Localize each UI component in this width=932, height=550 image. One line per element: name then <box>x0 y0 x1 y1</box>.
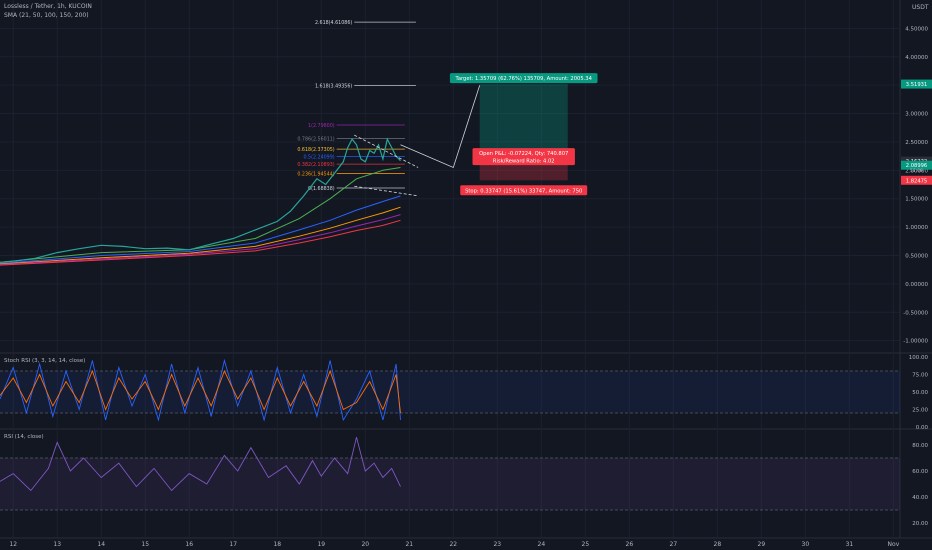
sma-line <box>0 219 401 266</box>
stop-label: Stop: 0.33747 (15.61%) 33747, Amount: 75… <box>465 188 582 194</box>
stoch-tick-label: 25.00 <box>912 408 928 414</box>
fib-level-label: 2.618(4.61086) <box>315 20 352 26</box>
time-tick-label: 31 <box>846 541 854 548</box>
time-tick-label: 20 <box>361 541 369 548</box>
pnl-label-box <box>472 148 575 166</box>
stop-label-box <box>460 185 588 196</box>
price-tick-label: 2.50000 <box>905 140 928 146</box>
fib-level-label: 1.618(3.49356) <box>315 84 352 90</box>
fib-level-label: 0(1.68838) <box>308 186 335 192</box>
stoch-rsi-pane[interactable]: 100.00 75.00 50.00 25.00 0.00 Stoch RSI (3, 3… <box>0 355 928 431</box>
time-tick-label: 25 <box>582 541 590 548</box>
time-tick-label: 13 <box>53 541 61 548</box>
time-tick-label: 22 <box>449 541 457 548</box>
drawing-overlay[interactable]: Target: 1.35709 (62.76%) 135709, Amount:… <box>354 73 598 197</box>
stoch-tick-label: 100.00 <box>909 355 929 361</box>
sma-line <box>0 206 401 265</box>
price-tick-label: 3.00000 <box>905 112 928 118</box>
time-tick-label: 26 <box>626 541 634 548</box>
price-badge-label: 2.08996 <box>906 163 927 169</box>
price-badge <box>901 175 932 185</box>
time-tick-label: 12 <box>9 541 17 548</box>
time-tick-label: 17 <box>229 541 237 548</box>
risk-reward-label: Risk/Reward Ratio: 4.02 <box>493 159 555 165</box>
fib-level-label: 0.236(1.94544) <box>297 171 334 177</box>
sma-line <box>0 195 401 264</box>
stoch-tick-label: 50.00 <box>912 390 928 396</box>
rsi-line <box>0 437 401 492</box>
projection-path[interactable] <box>400 85 481 169</box>
price-badge <box>901 160 932 170</box>
sma-line <box>0 167 401 263</box>
time-tick-label: 19 <box>317 541 325 548</box>
time-tick-label: 28 <box>714 541 722 548</box>
trend-line[interactable] <box>354 185 419 197</box>
price-tick-label: 2.00000 <box>905 168 928 174</box>
time-tick-label: 23 <box>493 541 501 548</box>
stoch-band <box>0 371 900 413</box>
rsi-label: RSI (14, close) <box>4 434 44 440</box>
badge-countdown: 57:09 <box>910 168 923 174</box>
time-tick-label: 29 <box>758 541 766 548</box>
time-tick-label: 14 <box>97 541 105 548</box>
rsi-tick-label: 20.00 <box>912 521 928 527</box>
price-line <box>0 137 401 263</box>
time-tick-label: 16 <box>185 541 193 548</box>
stoch-rsi-label: Stoch RSI (3, 3, 14, 14, close) <box>4 358 85 364</box>
time-tick-label: 30 <box>802 541 810 548</box>
price-badge-label: 1.82475 <box>906 178 927 184</box>
fib-level-label: 0.618(2.37305) <box>297 147 334 153</box>
fib-level-label: 0.786(2.56011) <box>297 137 334 143</box>
rsi-tick-label: 80.00 <box>912 443 928 449</box>
sma-line <box>0 214 401 266</box>
price-tick-label: 0.50000 <box>905 253 928 259</box>
stoch-tick-label: 75.00 <box>912 373 928 379</box>
rsi-tick-label: 40.00 <box>912 495 928 501</box>
price-tick-label: -1.00000 <box>903 339 928 345</box>
rsi-pane[interactable]: 80.00 60.00 40.00 20.00 RSI (14, close) <box>0 434 928 527</box>
symbol-title: Lossless / Tether, 1h, KUCOIN <box>4 3 92 10</box>
time-tick-label: 24 <box>538 541 546 548</box>
target-label: Target: 1.35709 (62.76%) 135709, Amount:… <box>455 76 593 82</box>
price-axis[interactable]: -1.00000 -0.50000 0.00000 0.50000 1.00000 1.5… <box>901 26 932 345</box>
price-tick-label: 1.50000 <box>905 197 928 203</box>
trend-line[interactable] <box>354 134 419 168</box>
fib-level-label: 0.382(2.10893) <box>297 162 334 168</box>
loss-zone[interactable] <box>479 161 568 181</box>
rsi-tick-label: 60.00 <box>912 469 928 475</box>
time-axis[interactable]: 12 13 14 15 16 17 18 19 20 21 22 23 24 25 26 27 28 29 30 31… <box>9 541 899 548</box>
currency-label: USDT <box>912 4 929 11</box>
price-tick-label: -0.50000 <box>903 310 928 316</box>
price-badge-label: 3.51931 <box>906 82 927 88</box>
rsi-band <box>0 458 900 510</box>
price-tick-label: 4.50000 <box>905 26 928 32</box>
sma-indicator-label: SMA (21, 50, 100, 150, 200) <box>4 12 89 19</box>
fib-level-label: 1(2.79800) <box>308 123 335 129</box>
price-tick-label: 1.00000 <box>905 225 928 231</box>
target-label-box <box>449 73 598 84</box>
stoch-tick-label: 0.00 <box>916 425 929 431</box>
time-tick-label: 27 <box>670 541 678 548</box>
time-tick-label: 21 <box>405 541 413 548</box>
time-tick-label: 18 <box>273 541 281 548</box>
time-tick-label: 15 <box>141 541 149 548</box>
price-badge <box>901 79 932 89</box>
stoch-d-line <box>0 369 401 414</box>
pnl-label: Open P&L: -0.07224, Qty: 740.807 <box>479 151 568 157</box>
fib-level-label: 0.5(2.24099) <box>303 155 334 161</box>
price-tick-label: 0.00000 <box>905 282 928 288</box>
price-tick-label: 4.00000 <box>905 55 928 61</box>
time-tick-label: Nov <box>888 541 900 548</box>
